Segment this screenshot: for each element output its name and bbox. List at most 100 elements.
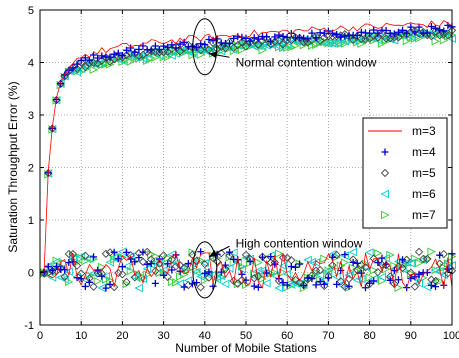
data-point <box>312 34 320 42</box>
data-point <box>122 277 131 287</box>
data-point <box>320 37 329 47</box>
data-point <box>97 58 106 68</box>
data-point <box>369 266 379 275</box>
data-point <box>220 279 230 289</box>
data-point <box>341 251 349 259</box>
data-point <box>415 23 423 31</box>
data-point <box>348 35 358 45</box>
data-point <box>332 250 341 260</box>
data-point <box>402 258 411 267</box>
data-point <box>246 258 254 266</box>
data-point <box>439 249 448 259</box>
data-point <box>150 258 160 268</box>
data-point <box>312 281 320 289</box>
data-point <box>427 247 436 256</box>
data-point <box>138 257 148 267</box>
y-tick-label: 3 <box>28 110 34 122</box>
legend-entry-m3: m=3 <box>368 124 436 138</box>
data-point <box>336 280 345 289</box>
x-tick-label: 60 <box>281 330 293 342</box>
data-point <box>287 29 295 37</box>
data-point <box>271 260 279 268</box>
data-point <box>283 33 291 41</box>
data-point <box>267 37 275 45</box>
data-point <box>155 259 164 268</box>
data-point <box>357 28 365 36</box>
data-point <box>118 270 127 279</box>
data-point <box>390 30 398 38</box>
data-point <box>217 42 226 52</box>
data-point <box>349 258 357 266</box>
data-point <box>263 33 271 41</box>
data-point <box>237 275 247 285</box>
data-point <box>201 269 209 277</box>
data-point <box>114 255 122 263</box>
data-point <box>283 281 291 289</box>
data-point <box>373 35 382 45</box>
data-point <box>377 29 387 38</box>
data-point <box>221 261 229 269</box>
data-point <box>357 269 365 277</box>
data-point <box>370 277 378 285</box>
data-point <box>398 32 408 41</box>
legend-swatch-m5 <box>380 168 390 178</box>
data-point <box>85 56 93 64</box>
data-point <box>188 50 197 60</box>
data-point <box>168 266 176 274</box>
normal-window-ellipse <box>192 18 218 76</box>
data-point <box>444 265 452 273</box>
data-point <box>76 64 86 74</box>
data-point <box>299 40 309 50</box>
data-point <box>110 255 119 264</box>
data-point <box>196 283 205 292</box>
y-tick-label: -1 <box>24 320 34 332</box>
data-point <box>52 256 61 265</box>
data-point <box>217 46 226 55</box>
data-point <box>390 279 399 289</box>
data-point <box>263 269 271 277</box>
data-point <box>85 278 93 286</box>
data-point <box>394 276 402 284</box>
x-tick-label: 0 <box>37 330 43 342</box>
normal-window-label: Normal contention window <box>236 56 377 70</box>
data-point <box>48 124 57 133</box>
data-point <box>47 273 57 282</box>
data-point <box>300 281 308 289</box>
legend-box <box>362 117 448 229</box>
data-point <box>369 31 378 40</box>
data-point <box>230 34 238 42</box>
data-point <box>439 270 448 280</box>
data-point <box>167 255 176 264</box>
data-point <box>402 36 412 46</box>
data-point <box>134 51 144 61</box>
data-point <box>316 265 325 275</box>
legend-entry-m4: m=4 <box>381 145 436 159</box>
data-point <box>60 272 69 281</box>
data-point <box>127 44 135 52</box>
legend-entry-m6: m=6 <box>380 187 436 201</box>
data-point <box>274 283 283 293</box>
data-point <box>171 49 180 58</box>
data-point <box>407 23 415 31</box>
data-point <box>249 42 259 51</box>
data-point <box>291 263 299 271</box>
data-point <box>275 31 283 39</box>
data-point <box>398 264 407 274</box>
data-point <box>271 33 279 41</box>
data-point <box>439 36 449 45</box>
data-point <box>418 255 428 265</box>
data-point <box>410 282 420 291</box>
x-axis-label: Number of Mobile Stations <box>175 341 316 355</box>
legend-marker <box>380 189 389 199</box>
data-point <box>333 30 341 38</box>
data-point <box>102 284 110 292</box>
data-point <box>101 272 110 281</box>
data-point <box>134 283 143 293</box>
data-point <box>172 278 181 287</box>
data-point <box>328 39 337 48</box>
data-point <box>126 266 136 276</box>
data-point <box>118 51 126 59</box>
data-point <box>175 47 185 56</box>
